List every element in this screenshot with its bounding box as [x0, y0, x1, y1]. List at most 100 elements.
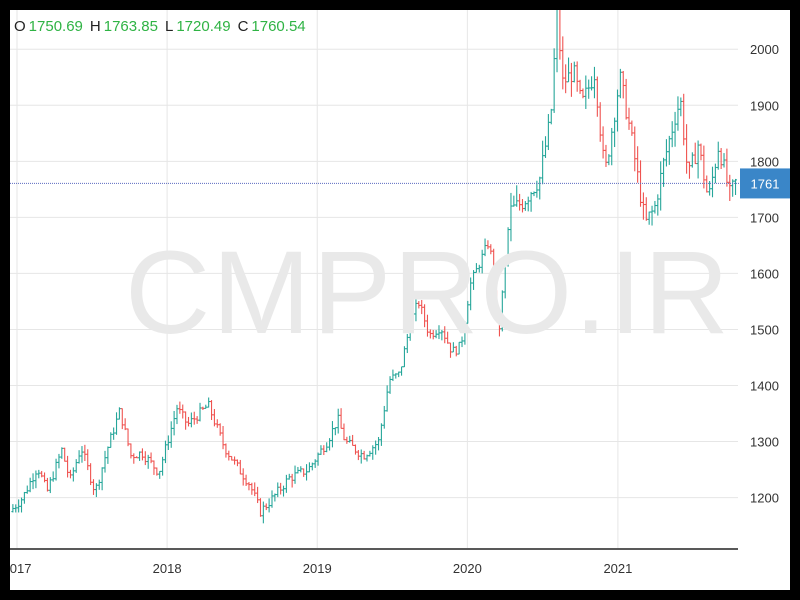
- ohlc-bar: [11, 504, 15, 513]
- ohlc-bar: [578, 79, 582, 94]
- ohlc-bar: [725, 148, 729, 187]
- ohlc-bar: [330, 421, 334, 448]
- ohlc-bar: [394, 373, 398, 379]
- x-tick-label: 2021: [603, 561, 632, 576]
- x-tick-label: 2019: [303, 561, 332, 576]
- price-chart[interactable]: 1200 1300 1400 1500 1600 1700 1800 1900 2000 2017…: [10, 10, 790, 590]
- y-tick-label: 1400: [750, 378, 779, 393]
- ohlc-bar: [132, 453, 136, 464]
- ohlc-bar: [40, 470, 44, 478]
- ohlc-bar: [685, 124, 689, 174]
- ohlc-bar: [716, 141, 720, 170]
- ohlc-bar: [604, 144, 608, 167]
- ohlc-bar: [454, 345, 458, 357]
- ohlc-bar: [143, 451, 147, 466]
- ohlc-bar: [633, 126, 637, 172]
- ohlc-bar: [175, 404, 179, 425]
- ohlc-bar: [184, 411, 188, 430]
- ohlc-bar: [402, 346, 406, 368]
- ohlc-bar: [411, 307, 415, 330]
- ohlc-bar: [618, 68, 622, 99]
- ohlc-bar: [446, 331, 450, 344]
- ohlc-bar: [374, 440, 378, 455]
- ohlc-bar: [474, 263, 478, 273]
- ohlc-bar: [187, 416, 191, 427]
- ohlc-bar: [204, 404, 208, 409]
- ohlc-bar: [140, 448, 144, 461]
- ohlc-bar: [624, 78, 628, 120]
- ohlc-bar: [339, 408, 343, 429]
- ohlc-bar: [178, 401, 182, 414]
- ohlc-bar: [14, 504, 18, 513]
- ohlc-bar: [420, 299, 424, 315]
- ohlc-bar: [302, 468, 306, 477]
- ohlc-bar: [221, 426, 225, 450]
- ohlc-bar: [22, 491, 26, 504]
- ohlc-bar: [293, 465, 297, 484]
- ohlc-bar: [653, 200, 657, 214]
- ohlc-bar: [66, 455, 70, 478]
- ohlc-bar: [181, 404, 185, 419]
- ohlc-bar: [83, 444, 87, 462]
- ohlc-bar: [584, 75, 588, 109]
- ohlc-bar: [431, 329, 435, 340]
- ohlc-bar: [201, 406, 205, 410]
- ohlc-bar: [333, 427, 337, 436]
- ohlc-bar: [161, 456, 165, 476]
- x-tick-label: 2018: [153, 561, 182, 576]
- ohlc-bar: [581, 88, 585, 99]
- ohlc-bar: [400, 366, 404, 376]
- ohlc-bar: [305, 464, 309, 481]
- ohlc-bar: [218, 423, 222, 436]
- ohlc-bar: [567, 57, 571, 83]
- ohlc-bar: [103, 450, 107, 473]
- ohlc-bar: [322, 445, 326, 456]
- ohlc-bar: [610, 127, 614, 166]
- ohlc-bar: [230, 455, 234, 461]
- ohlc-bar: [135, 456, 139, 459]
- ohlc-bar: [457, 341, 461, 355]
- ohlc-bar: [472, 270, 476, 290]
- ohlc-bar: [440, 329, 444, 341]
- ohlc-bar: [598, 102, 602, 142]
- ohlc-bar: [538, 176, 542, 200]
- ohlc-bar: [60, 447, 64, 459]
- ohlc-bar: [54, 458, 58, 481]
- ohlc-bar: [664, 139, 668, 167]
- ohlc-bar: [362, 450, 366, 460]
- ohlc-bar: [152, 460, 156, 475]
- ohlc-bar: [192, 411, 196, 425]
- ohlc-bar: [500, 290, 504, 332]
- ohlc-bar: [261, 501, 265, 524]
- ohlc-bar: [613, 117, 617, 148]
- ohlc-bar: [575, 61, 579, 92]
- ohlc-bar: [163, 440, 167, 464]
- ohlc-bar: [662, 157, 666, 187]
- ohlc-bar: [57, 453, 61, 469]
- ohlc-bar: [641, 192, 645, 220]
- ohlc-bar: [20, 497, 24, 513]
- ohlc-bar: [241, 468, 245, 486]
- ohlc-bar: [290, 473, 294, 488]
- ohlc-bar: [86, 449, 90, 471]
- ohlc-bar: [699, 143, 703, 161]
- ohlc-bar: [207, 397, 211, 408]
- ohlc-bar: [590, 76, 594, 91]
- ohlc-bar: [428, 329, 432, 339]
- ohlc-bar: [559, 10, 562, 60]
- ohlc-bar: [731, 179, 735, 197]
- ohlc-bar: [224, 443, 228, 458]
- ohlc-bar: [247, 482, 251, 491]
- ohlc-bar: [351, 434, 355, 446]
- ohlc-bar: [109, 432, 113, 448]
- ohlc-bar: [656, 194, 660, 216]
- y-tick-label: 1800: [750, 154, 779, 169]
- ohlc-bar: [348, 435, 352, 443]
- ohlc-bar: [713, 163, 717, 184]
- x-tick-label: 2017: [10, 561, 31, 576]
- ohlc-bar: [71, 467, 75, 482]
- ohlc-bar: [100, 467, 104, 491]
- ohlc-bar: [296, 466, 300, 474]
- ohlc-bar: [356, 450, 360, 461]
- ohlc-bar: [408, 322, 412, 341]
